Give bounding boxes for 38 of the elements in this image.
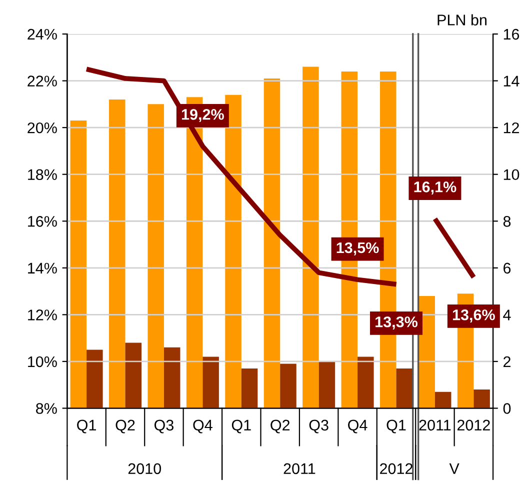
text: 2010 (128, 463, 162, 474)
y2-tick-label: 4 (503, 310, 511, 320)
y2-tick-label: 0 (503, 403, 511, 414)
y-tick-label: 12% (28, 310, 57, 320)
x-tick-label: Q1 (386, 420, 406, 434)
x-tick-label: Q2 (270, 420, 290, 434)
y2-tick-label: 2 (504, 356, 510, 367)
y2-tick-label: 16 (504, 28, 520, 40)
data-label: 16,1% (414, 182, 456, 195)
text: V (449, 463, 460, 474)
x-tick-label: Q4 (348, 420, 368, 434)
y-tick-label: 20% (28, 122, 57, 134)
y2-tick-label: 6 (504, 262, 511, 274)
data-label: 13,5% (336, 242, 379, 256)
y-tick-label: 14% (28, 262, 57, 274)
data-label: 13,3% (376, 316, 418, 330)
y-tick-label: 22% (28, 76, 57, 86)
y2-tick-label: 14 (504, 76, 520, 86)
y-tick-label: 10% (28, 356, 57, 368)
y-tick-label: 18% (28, 169, 57, 180)
y-tick-label: 24% (28, 28, 57, 40)
x-tick-label: 2011 (419, 420, 451, 431)
x-tick-label: 2012 (457, 420, 490, 431)
y-tick-label: 16% (28, 216, 57, 227)
y2-axis-title: PLN bn (438, 14, 486, 26)
y2-tick-label: 12 (504, 122, 519, 134)
y2-tick-label: 8 (503, 216, 511, 227)
data-label: 19,2% (182, 109, 224, 122)
x-tick-label: Q1 (77, 420, 96, 434)
x-tick-label: Q3 (309, 420, 328, 434)
data-label: 13,6% (452, 309, 495, 322)
x-tick-label: Q1 (232, 420, 251, 434)
x-tick-label: Q2 (116, 420, 135, 434)
y2-tick-label: 10 (504, 169, 520, 180)
y-tick-label: 8% (36, 403, 57, 414)
text: 2011 (284, 463, 316, 474)
x-tick-label: Q4 (193, 420, 212, 434)
x-tick-label: Q3 (154, 420, 174, 434)
